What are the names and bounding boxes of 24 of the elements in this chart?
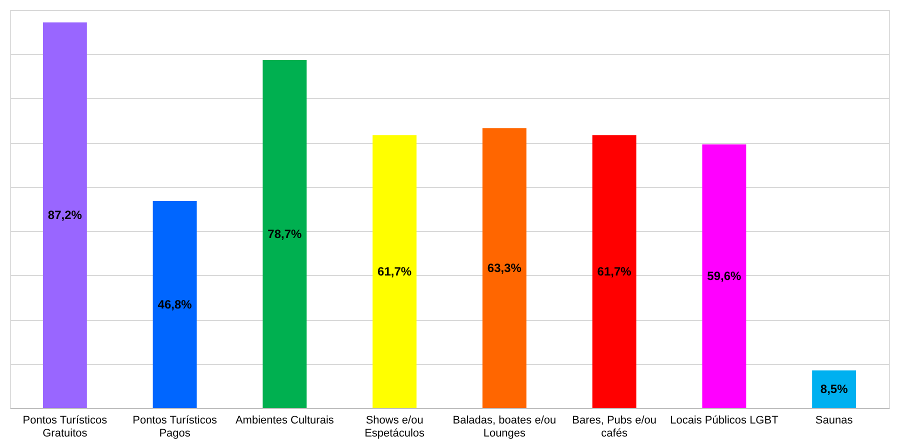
data-label: 59,6% [707, 269, 742, 284]
bar [152, 201, 197, 408]
bar [482, 128, 526, 408]
x-tick-label: Pontos Turísticos Gratuitos [22, 414, 108, 440]
x-tick-label: Shows e/ou Espetáculos [364, 414, 426, 440]
x-tick-label: Saunas [815, 414, 854, 426]
bar [812, 370, 856, 408]
data-label: 78,7% [268, 226, 302, 241]
data-label: 61,7% [378, 264, 412, 279]
bar [372, 135, 417, 408]
data-label: 63,3% [487, 261, 522, 276]
data-label: 8,5% [820, 382, 848, 396]
bar [42, 22, 87, 408]
bar [262, 60, 307, 408]
x-tick-label: Bares, Pubs e/ou cafés [572, 414, 657, 440]
data-label: 61,7% [597, 264, 632, 279]
x-tick-label: Pontos Turísticos Pagos [132, 414, 218, 440]
x-tick-label: Baladas, boates e/ou Lounges [452, 414, 556, 440]
bar [592, 135, 636, 408]
x-tick-label: Locais Públicos LGBT [670, 414, 779, 426]
data-label: 87,2% [48, 208, 82, 222]
x-tick-label: Ambientes Culturais [235, 414, 334, 426]
data-label: 46,8% [158, 298, 192, 312]
bar [702, 144, 746, 408]
